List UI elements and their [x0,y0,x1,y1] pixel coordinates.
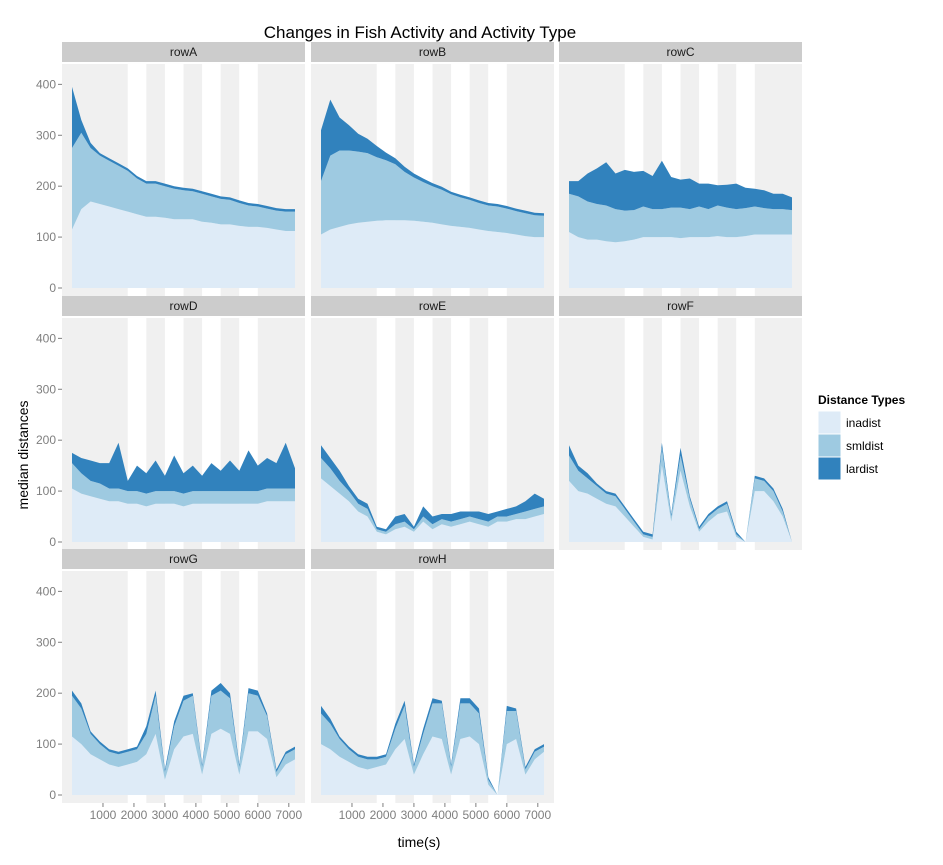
legend-swatch-inadist [817,410,842,435]
y-tick-label: 300 [36,128,56,142]
light-period-band [699,318,718,550]
legend-items: inadist smldist lardist [817,410,884,481]
facet-strip [311,296,554,316]
facet-panel-rowG: rowG 0 100 200 300 400 1000 2000 3000 4000 5000 600… [36,549,305,822]
area-smldist-rowC [569,193,792,243]
facet-strip-label: rowG [169,552,198,566]
y-tick-label: 400 [36,584,56,598]
light-period-band [488,318,507,550]
light-period-band [488,571,507,803]
legend-label-inadist: inadist [846,416,881,430]
facet-strip [311,549,554,569]
x-tick-label: 2000 [121,808,148,822]
facet-panel-rowC: rowC [559,42,802,296]
chart-title: Changes in Fish Activity and Activity Ty… [264,23,576,42]
area-lardist-rowC [569,160,792,211]
facet-strip [62,42,305,62]
x-tick-label: 6000 [244,808,271,822]
x-tick-label: 5000 [214,808,241,822]
y-tick-label: 300 [36,635,56,649]
area-lardist-rowD [72,442,295,494]
facet-strip-label: rowD [169,299,197,313]
facet-panel-rowE: rowE [311,296,554,550]
area-inadist-rowE [321,478,544,542]
facet-strip [62,549,305,569]
light-period-band [624,318,644,550]
facet-strip-label: rowE [419,299,446,313]
y-tick-label: 200 [36,179,56,193]
area-smldist-rowB [321,150,544,238]
legend-label-smldist: smldist [846,439,884,453]
y-tick-label: 0 [49,281,56,295]
y-tick-label: 100 [36,230,56,244]
x-tick-label: 3000 [152,808,179,822]
x-tick-label: 7000 [524,808,551,822]
x-tick-label: 1000 [339,808,366,822]
y-tick-label: 100 [36,737,56,751]
area-inadist-rowA [72,201,295,288]
light-period-band [376,318,396,550]
y-tick-label: 400 [36,77,56,91]
x-tick-label: 3000 [401,808,428,822]
facet-strip-label: rowC [666,45,694,59]
area-smldist-rowF [569,447,792,542]
facet-strip [311,42,554,62]
facet-strip-label: rowA [170,45,197,59]
facet-strip [62,296,305,316]
area-smldist-rowD [72,463,295,507]
facet-strip [559,296,802,316]
x-tick-label: 4000 [432,808,459,822]
x-tick-label: 7000 [275,808,302,822]
x-tick-label: 4000 [183,808,210,822]
facet-strip [559,42,802,62]
x-tick-label: 6000 [493,808,520,822]
area-smldist-rowG [72,690,295,780]
facet-panels: rowA 0 100 200 300 400 rowB rowC rowD 0 100 200 300 4… [36,42,802,822]
y-tick-label: 300 [36,382,56,396]
legend-swatch-lardist [817,456,842,481]
y-tick-label: 0 [49,535,56,549]
legend-swatch-smldist [817,433,842,458]
y-tick-label: 400 [36,331,56,345]
y-tick-label: 200 [36,433,56,447]
area-smldist-rowA [72,132,295,231]
y-tick-label: 200 [36,686,56,700]
area-inadist-rowF [569,465,792,542]
legend-label-lardist: lardist [846,462,879,476]
area-inadist-rowC [569,232,792,288]
x-tick-label: 1000 [90,808,117,822]
area-inadist-rowG [72,728,295,795]
light-period-band [451,318,470,550]
facet-strip-label: rowF [667,299,694,313]
facet-panel-rowB: rowB [311,42,554,296]
legend: Distance Types inadist smldist lardist [817,393,905,481]
area-lardist-rowG [72,683,295,773]
area-inadist-rowH [321,736,544,795]
x-tick-label: 2000 [370,808,397,822]
y-tick-label: 100 [36,484,56,498]
facet-strip-label: rowB [419,45,446,59]
x-tick-label: 5000 [463,808,490,822]
facet-panel-rowA: rowA 0 100 200 300 400 [36,42,305,296]
area-smldist-rowH [321,703,544,795]
facet-panel-rowH: rowH 1000 2000 3000 4000 5000 6000 7000 [311,549,554,822]
x-axis-title: time(s) [398,834,441,850]
area-inadist-rowD [72,488,295,542]
area-inadist-rowB [321,220,544,288]
facet-panel-rowF: rowF [559,296,802,550]
y-axis-title: median distances [15,401,31,510]
light-period-band [736,318,755,550]
facet-strip-label: rowH [418,552,446,566]
legend-title: Distance Types [818,393,905,407]
facet-panel-rowD: rowD 0 100 200 300 400 [36,296,305,550]
light-period-band [413,318,433,550]
y-tick-label: 0 [49,788,56,802]
